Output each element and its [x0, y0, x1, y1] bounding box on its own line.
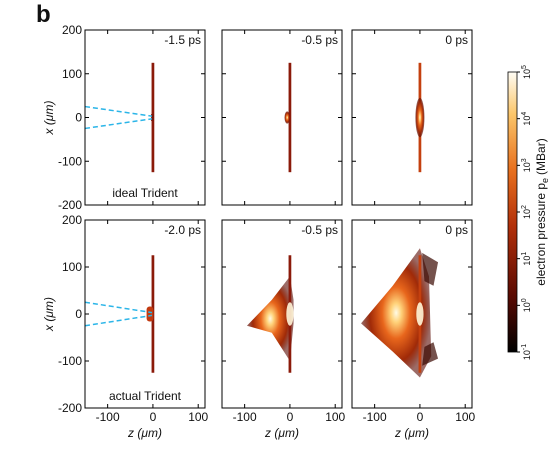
tick-base: 10	[522, 209, 532, 219]
plasma-blob	[146, 306, 154, 322]
x-tick-label: 0	[417, 410, 424, 424]
plasma-wisp	[422, 252, 439, 286]
laser-beam	[84, 118, 153, 130]
plasma-plume	[246, 276, 294, 361]
colorbar-tick-label: 102	[521, 205, 532, 219]
panel-frame	[221, 29, 343, 206]
x-tick-label: 100	[325, 410, 345, 424]
colorbar-title: electron pressure pe (MBar)	[534, 138, 550, 285]
plasma-wisp	[422, 342, 439, 366]
colorbar-title-main: electron pressure p	[534, 183, 548, 286]
plasma-glow	[415, 97, 425, 138]
tick-exponent: -1	[521, 344, 528, 350]
colorbar-tick-label: 104	[521, 112, 532, 126]
y-tick-label: 100	[62, 260, 82, 274]
y-tick-label: 200	[62, 23, 82, 37]
time-annotation: 0 ps	[445, 223, 468, 237]
panel-frame	[84, 219, 206, 409]
colorbar	[507, 71, 518, 353]
x-tick-label: -100	[363, 410, 387, 424]
time-annotation: -1.5 ps	[164, 33, 201, 47]
tick-base: 10	[522, 256, 532, 266]
plasma-blob	[151, 114, 154, 121]
y-tick-label: 0	[75, 111, 82, 125]
tick-base: 10	[522, 162, 532, 172]
time-annotation: 0 ps	[445, 33, 468, 47]
tick-base: 10	[522, 69, 532, 79]
x-tick-label: -100	[96, 410, 120, 424]
plasma-image	[361, 248, 439, 378]
plasma-image	[246, 255, 294, 373]
x-axis-label: z (μm)	[394, 426, 429, 440]
plasma-image	[84, 255, 155, 373]
tick-exponent: 0	[521, 298, 528, 302]
tick-exponent: 4	[521, 112, 528, 116]
laser-beam	[84, 301, 153, 314]
x-axis-label: z (μm)	[264, 426, 299, 440]
colorbar-title-unit: (MBar)	[534, 138, 548, 175]
tick-exponent: 2	[521, 205, 528, 209]
x-axis-label: z (μm)	[127, 426, 162, 440]
plasma-image	[415, 62, 425, 173]
x-tick-label: 0	[287, 410, 294, 424]
colorbar-tick-label: 101	[521, 252, 532, 266]
y-tick-label: 200	[62, 213, 82, 227]
panel-frame	[84, 29, 206, 206]
x-tick-label: 0	[150, 410, 157, 424]
y-axis-label: x (μm)	[42, 101, 56, 136]
panel-frame	[351, 29, 473, 206]
plasma-image	[284, 62, 292, 173]
x-tick-label: -100	[233, 410, 257, 424]
time-annotation: -0.5 ps	[301, 33, 338, 47]
colorbar-tick-label: 103	[521, 158, 532, 172]
colorbar-tick-label: 100	[521, 298, 532, 312]
x-tick-label: 100	[455, 410, 475, 424]
y-axis-label: x (μm)	[42, 297, 56, 332]
tick-exponent: 3	[521, 158, 528, 162]
laser-beam	[84, 105, 153, 117]
y-tick-label: -200	[58, 198, 82, 212]
plasma-blob	[284, 111, 290, 124]
plasma-core	[286, 302, 294, 326]
case-label: actual Trident	[109, 389, 182, 403]
plasma-plume	[361, 248, 432, 378]
tick-base: 10	[522, 116, 532, 126]
tick-base: 10	[522, 350, 532, 360]
plasma-core	[416, 302, 424, 326]
y-tick-label: 0	[75, 307, 82, 321]
time-annotation: -2.0 ps	[164, 223, 201, 237]
y-tick-label: -100	[58, 154, 82, 168]
tick-exponent: 1	[521, 252, 528, 256]
colorbar-tick-label: 10-1	[521, 344, 532, 360]
tick-base: 10	[522, 302, 532, 312]
y-tick-label: 100	[62, 67, 82, 81]
colorbar-tick-label: 105	[521, 65, 532, 79]
laser-beam	[84, 314, 153, 327]
plasma-image	[84, 62, 155, 173]
x-tick-label: 100	[188, 410, 208, 424]
panel-letter: b	[36, 1, 51, 28]
tick-exponent: 5	[521, 65, 528, 69]
time-annotation: -0.5 ps	[301, 223, 338, 237]
colorbar-title-sub: e	[540, 178, 550, 183]
y-tick-label: -100	[58, 354, 82, 368]
y-tick-label: -200	[58, 401, 82, 415]
case-label: ideal Trident	[112, 186, 178, 200]
